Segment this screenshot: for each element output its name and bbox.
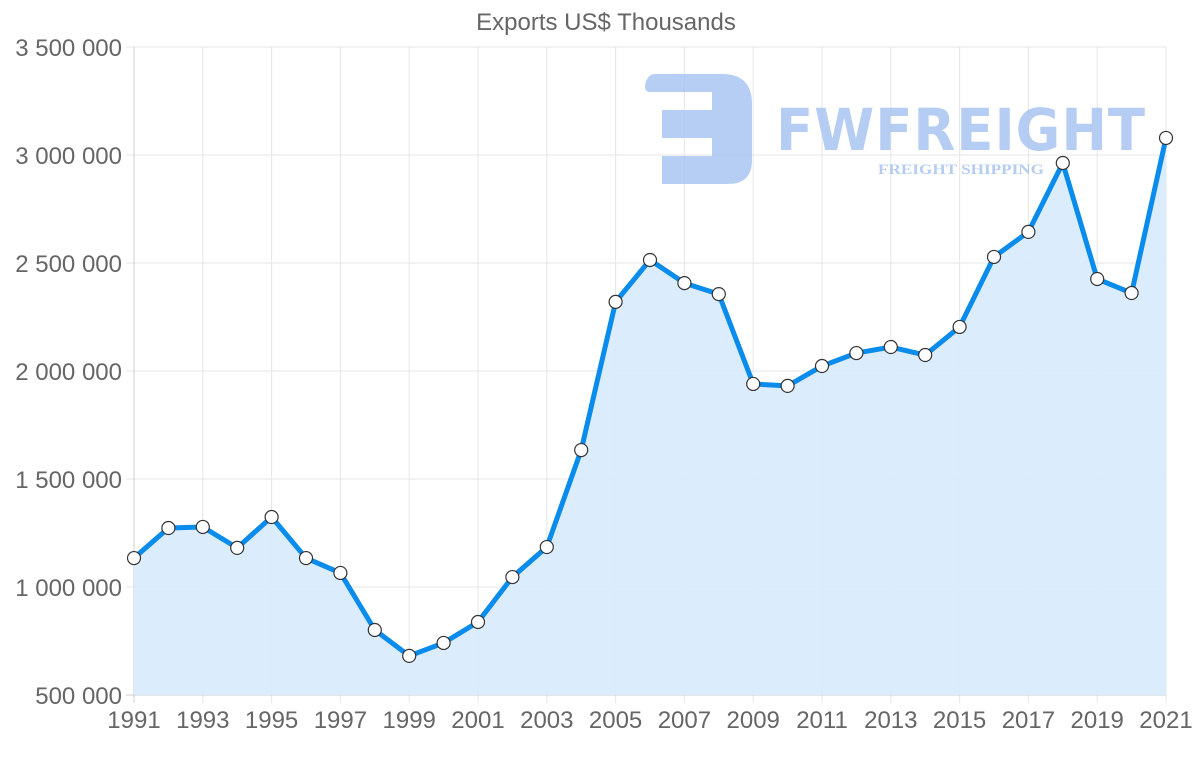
data-point[interactable] — [470, 614, 486, 630]
data-point[interactable] — [918, 347, 933, 363]
x-tick-label: 2007 — [658, 707, 711, 734]
data-point[interactable] — [608, 294, 623, 309]
data-point[interactable] — [711, 287, 726, 302]
data-point[interactable] — [1124, 285, 1139, 301]
x-tick-label: 2015 — [933, 707, 986, 734]
data-point[interactable] — [367, 622, 382, 638]
data-point[interactable] — [333, 565, 348, 581]
logo-mark-icon — [645, 74, 752, 184]
y-axis-labels: 500 000 1 000 000 1 500 000 2 000 000 2 500 … — [15, 35, 122, 710]
data-point[interactable] — [505, 569, 520, 585]
data-point[interactable] — [195, 519, 210, 535]
x-tick-label: 2021 — [1139, 707, 1192, 734]
chart-title: Exports US$ Thousands — [476, 9, 736, 36]
y-tick-label: 2 000 000 — [15, 359, 122, 386]
data-points — [126, 130, 1174, 664]
data-point[interactable] — [849, 345, 864, 361]
data-point[interactable] — [780, 378, 795, 394]
x-tick-label: 1997 — [314, 707, 367, 734]
data-point[interactable] — [539, 539, 554, 555]
data-point[interactable] — [746, 376, 761, 392]
x-tick-label: 2011 — [796, 707, 848, 734]
data-point[interactable] — [1055, 155, 1070, 171]
data-point[interactable] — [574, 442, 589, 458]
data-point[interactable] — [436, 635, 451, 651]
data-point[interactable] — [986, 249, 1002, 265]
y-tick-label: 3 500 000 — [15, 35, 122, 62]
data-point[interactable] — [677, 275, 692, 291]
y-tick-label: 1 500 000 — [15, 467, 122, 494]
watermark-logo: FWFREIGHT FREIGHT SHIPPING — [645, 74, 1146, 184]
data-point[interactable] — [264, 509, 279, 525]
data-point[interactable] — [1158, 130, 1174, 146]
x-tick-label: 2001 — [451, 707, 504, 734]
data-point[interactable] — [230, 540, 245, 556]
data-point[interactable] — [298, 550, 314, 566]
x-axis-labels: 1991 1993 1995 1997 1999 2001 2003 2005 2007 2009… — [107, 707, 1192, 734]
x-tick-label: 2005 — [589, 707, 642, 734]
y-tick-label: 2 500 000 — [15, 251, 122, 278]
data-point[interactable] — [642, 252, 658, 268]
x-tick-label: 2013 — [864, 707, 917, 734]
y-tick-label: 500 000 — [35, 683, 122, 710]
logo-brand-text: FWFREIGHT — [776, 96, 1146, 164]
x-tick-label: 1993 — [176, 707, 229, 734]
area-fill — [134, 137, 1166, 695]
data-point[interactable] — [1090, 271, 1105, 287]
x-tick-label: 1995 — [245, 707, 298, 734]
x-tick-label: 2003 — [520, 707, 573, 734]
data-point[interactable] — [814, 358, 830, 374]
x-tick-label: 2019 — [1071, 707, 1124, 734]
data-point[interactable] — [1021, 224, 1036, 239]
y-tick-label: 3 000 000 — [15, 143, 122, 170]
data-point[interactable] — [402, 648, 417, 664]
x-tick-label: 1999 — [383, 707, 436, 734]
x-tick-label: 2017 — [1002, 707, 1055, 734]
data-point[interactable] — [126, 550, 142, 566]
x-tick-label: 2009 — [727, 707, 780, 734]
data-point[interactable] — [883, 339, 898, 355]
logo-tagline-text: FREIGHT SHIPPING — [878, 162, 1044, 178]
x-tick-label: 1991 — [107, 707, 160, 734]
data-point[interactable] — [161, 520, 176, 536]
y-tick-label: 1 000 000 — [15, 575, 122, 602]
data-point[interactable] — [952, 319, 967, 335]
